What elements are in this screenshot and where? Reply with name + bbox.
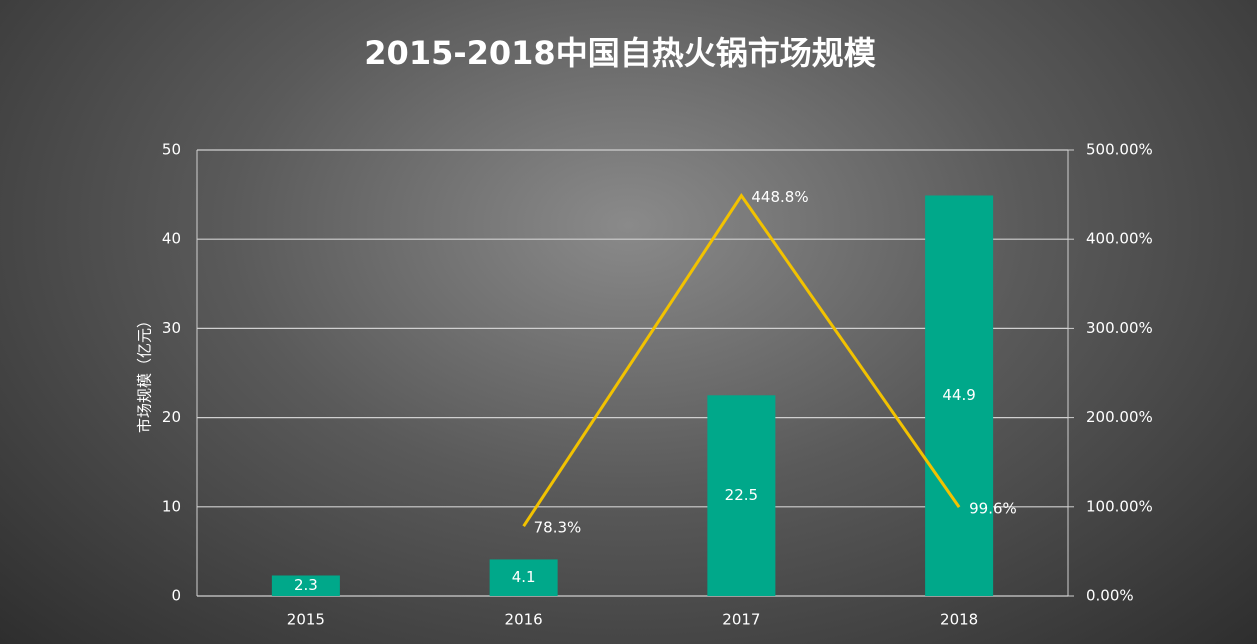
y2-tick-label: 400.00% bbox=[1086, 230, 1153, 248]
y2-tick-label: 100.00% bbox=[1086, 497, 1153, 515]
bar bbox=[925, 195, 994, 596]
data-label: 22.5 bbox=[725, 486, 758, 504]
y-tick-label: 0 bbox=[171, 587, 181, 605]
line-label: 448.8% bbox=[751, 188, 808, 206]
data-label: 4.1 bbox=[512, 568, 536, 586]
data-label: 2.3 bbox=[294, 576, 318, 594]
chart-title: 2015-2018中国自热火锅市场规模 bbox=[364, 34, 875, 72]
line-label: 99.6% bbox=[969, 500, 1017, 518]
x-tick-label: 2016 bbox=[505, 611, 543, 629]
y2-tick-label: 200.00% bbox=[1086, 408, 1153, 426]
y-axis-label: 市场规模（亿元） bbox=[136, 313, 154, 433]
y-tick-label: 50 bbox=[162, 141, 181, 159]
x-tick-label: 2018 bbox=[940, 611, 978, 629]
y-tick-label: 30 bbox=[162, 319, 181, 337]
bar bbox=[707, 395, 776, 596]
bar bbox=[271, 575, 340, 596]
y-tick-label: 40 bbox=[162, 230, 181, 248]
y-tick-label: 20 bbox=[162, 408, 181, 426]
y2-tick-label: 500.00% bbox=[1086, 141, 1153, 159]
y2-tick-label: 300.00% bbox=[1086, 319, 1153, 337]
data-label: 44.9 bbox=[942, 386, 975, 404]
x-tick-label: 2017 bbox=[722, 611, 760, 629]
line bbox=[522, 192, 961, 527]
y2-tick-label: 0.00% bbox=[1086, 587, 1134, 605]
line-label: 78.3% bbox=[534, 519, 582, 537]
y-tick-label: 10 bbox=[162, 497, 181, 515]
x-tick-label: 2015 bbox=[287, 611, 325, 629]
bar bbox=[489, 559, 558, 596]
